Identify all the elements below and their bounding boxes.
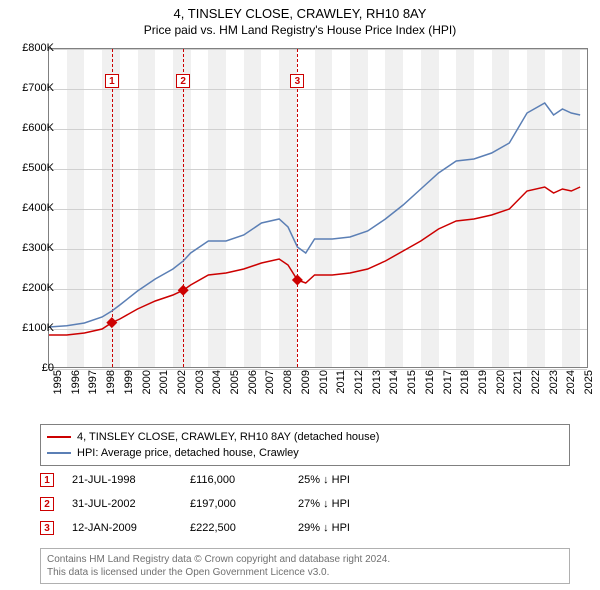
sale-marker-box: 3 (40, 521, 54, 535)
sale-date: 21-JUL-1998 (72, 474, 172, 486)
x-tick-label: 2006 (247, 370, 259, 410)
sale-hpi-delta: 29% ↓ HPI (298, 522, 388, 534)
x-tick-label: 1995 (52, 370, 64, 410)
x-tick-label: 2003 (194, 370, 206, 410)
x-tick-label: 2008 (282, 370, 294, 410)
x-tick-label: 1999 (123, 370, 135, 410)
y-tick-label: £100K (22, 322, 54, 334)
legend-swatch (47, 436, 71, 438)
y-tick-label: £200K (22, 282, 54, 294)
sale-price: £222,500 (190, 522, 280, 534)
legend: 4, TINSLEY CLOSE, CRAWLEY, RH10 8AY (det… (40, 424, 570, 466)
y-tick-label: £700K (22, 82, 54, 94)
figure: 4, TINSLEY CLOSE, CRAWLEY, RH10 8AY Pric… (0, 0, 600, 590)
legend-item: 4, TINSLEY CLOSE, CRAWLEY, RH10 8AY (det… (47, 429, 563, 445)
sale-hpi-delta: 25% ↓ HPI (298, 474, 388, 486)
sale-row: 3 12-JAN-2009 £222,500 29% ↓ HPI (40, 516, 570, 540)
y-tick-label: £600K (22, 122, 54, 134)
x-tick-label: 2002 (176, 370, 188, 410)
x-tick-label: 2014 (388, 370, 400, 410)
x-tick-label: 2017 (442, 370, 454, 410)
sale-date: 12-JAN-2009 (72, 522, 172, 534)
chart-subtitle: Price paid vs. HM Land Registry's House … (0, 21, 600, 37)
y-tick-label: £500K (22, 162, 54, 174)
sale-price: £197,000 (190, 498, 280, 510)
marker-box: 3 (290, 74, 304, 88)
license-line: This data is licensed under the Open Gov… (47, 566, 563, 579)
x-tick-label: 2007 (264, 370, 276, 410)
license-note: Contains HM Land Registry data © Crown c… (40, 548, 570, 584)
x-tick-label: 1998 (105, 370, 117, 410)
chart-title: 4, TINSLEY CLOSE, CRAWLEY, RH10 8AY (0, 0, 600, 21)
sale-row: 1 21-JUL-1998 £116,000 25% ↓ HPI (40, 468, 570, 492)
sale-row: 2 31-JUL-2002 £197,000 27% ↓ HPI (40, 492, 570, 516)
x-tick-label: 2019 (477, 370, 489, 410)
x-tick-label: 2023 (548, 370, 560, 410)
marker-box: 1 (105, 74, 119, 88)
sale-date: 31-JUL-2002 (72, 498, 172, 510)
x-tick-label: 2022 (530, 370, 542, 410)
license-line: Contains HM Land Registry data © Crown c… (47, 553, 563, 566)
x-tick-label: 2025 (583, 370, 595, 410)
sale-hpi-delta: 27% ↓ HPI (298, 498, 388, 510)
x-tick-label: 2013 (371, 370, 383, 410)
legend-item: HPI: Average price, detached house, Craw… (47, 445, 563, 461)
series-property (49, 187, 580, 335)
x-tick-label: 1996 (70, 370, 82, 410)
legend-swatch (47, 452, 71, 454)
series-hpi (49, 103, 580, 327)
x-tick-label: 2024 (565, 370, 577, 410)
x-tick-label: 2011 (335, 370, 347, 410)
y-tick-label: £300K (22, 242, 54, 254)
x-tick-label: 2021 (512, 370, 524, 410)
x-tick-label: 2016 (424, 370, 436, 410)
x-tick-label: 2009 (300, 370, 312, 410)
x-tick-label: 2010 (318, 370, 330, 410)
x-tick-label: 2005 (229, 370, 241, 410)
legend-label: 4, TINSLEY CLOSE, CRAWLEY, RH10 8AY (det… (77, 431, 379, 443)
chart-area: 1 2 3 (48, 48, 588, 368)
sale-price: £116,000 (190, 474, 280, 486)
plot-svg (49, 49, 587, 367)
x-tick-label: 2020 (495, 370, 507, 410)
sale-marker-box: 1 (40, 473, 54, 487)
x-tick-label: 2012 (353, 370, 365, 410)
x-tick-label: 2015 (406, 370, 418, 410)
y-tick-label: £400K (22, 202, 54, 214)
x-tick-label: 2004 (211, 370, 223, 410)
x-tick-label: 2001 (158, 370, 170, 410)
marker-box: 2 (176, 74, 190, 88)
legend-label: HPI: Average price, detached house, Craw… (77, 447, 299, 459)
y-tick-label: £800K (22, 42, 54, 54)
x-tick-label: 2000 (141, 370, 153, 410)
sale-marker-box: 2 (40, 497, 54, 511)
sales-table: 1 21-JUL-1998 £116,000 25% ↓ HPI 2 31-JUL-200… (40, 468, 570, 540)
x-tick-label: 2018 (459, 370, 471, 410)
x-tick-label: 1997 (87, 370, 99, 410)
